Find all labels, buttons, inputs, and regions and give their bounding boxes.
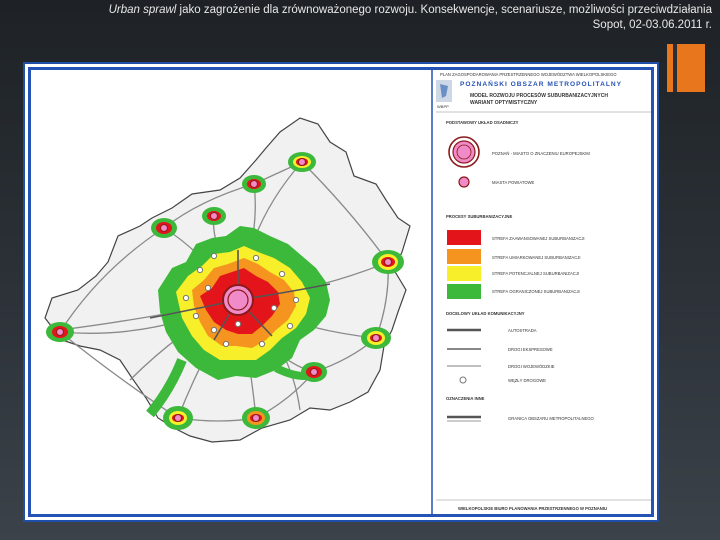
legend-section-other: OZNACZENIA INNE [446,396,485,401]
legend-item-towns: MIASTA POWIATOWE [492,180,535,185]
county-town [242,175,266,193]
legend-panel: PLAN ZAGOSPODAROWANIA PRZESTRZENNEGO WOJ… [431,68,654,516]
legend-boundary: GRANICA OBSZARU METROPOLITALNEGO [508,416,595,421]
slide-title-rest: jako zagrożenie dla zrównoważonego rozwo… [176,4,712,16]
legend-road-nodes: WĘZŁY DROGOWE [508,378,546,383]
accent-bar [667,44,705,92]
county-town [288,152,316,172]
legend-section-base: PODSTAWOWY UKŁAD OSADNICZY [446,120,519,125]
county-town [361,327,391,349]
county-town [202,207,226,225]
county-town [46,322,74,342]
county-town [301,362,327,382]
county-towns [46,152,404,430]
slide-title-italic: Urban sprawl [108,4,177,16]
legend-node-symbol [459,376,467,384]
legend-section-transport: DOCELOWY UKŁAD KOMUNIKACYJNY [446,311,525,316]
legend-zone-yellow: STREFA POTENCJALNEJ SUBURBANIZACJI [492,271,579,276]
legend-item-center: POZNAŃ - MIASTO O ZNACZENIU EUROPEJSKIM [492,151,590,156]
county-town [372,250,404,274]
road-nodes [182,252,300,348]
legend-road-expressway: DROGI EKSPRESOWE [508,347,553,352]
legend-center-symbol [448,136,480,168]
poznan-center-marker [222,284,254,316]
legend-town-symbol [458,176,470,188]
county-town [163,406,193,430]
legend-model-line1: MODEL ROZWOJU PROCESÓW SUBURBANIZACYJNYC… [470,91,608,99]
slide-title: Urban sprawl jako zagrożenie dla zrównow… [12,3,712,18]
legend-footer: WIELKOPOLSKIE BIURO PLANOWANIA PRZESTRZE… [458,506,607,511]
legend-zone-red: STREFA ZAAWANSOWANEJ SUBURBANIZACJI [492,236,585,241]
slide-subtitle: Sopot, 02-03.06.2011 r. [592,19,712,31]
legend-swatch-orange [447,249,481,264]
legend-road-regional: DROGI WOJEWÓDZKIE [508,364,555,369]
legend-swatch-red [447,230,481,245]
legend-brand: POZNAŃSKI OBSZAR METROPOLITALNY [460,79,622,88]
legend-section-processes: PROCESY SUBURBANIZACYJNE [446,214,512,219]
legend-zone-green: STREFA OGRANICZONEJ SUBURBANIZACJI [492,289,580,294]
legend-road-motorway: AUTOSTRADA [508,328,537,333]
legend-logo-text: WBPP [437,104,449,109]
legend-top-line: PLAN ZAGOSPODAROWANIA PRZESTRZENNEGO WOJ… [440,72,617,77]
county-town [151,218,177,238]
county-town [242,407,270,429]
legend-zone-orange: STREFA UMIARKOWANEJ SUBURBANIZACJI [492,255,581,260]
slide-header: Urban sprawl jako zagrożenie dla zrównow… [12,3,712,33]
legend-swatch-green [447,284,481,299]
legend-swatch-yellow [447,266,481,281]
suburbanization-zones [146,226,330,418]
legend-model-line2: WARIANT OPTYMISTYCZNY [470,100,538,106]
